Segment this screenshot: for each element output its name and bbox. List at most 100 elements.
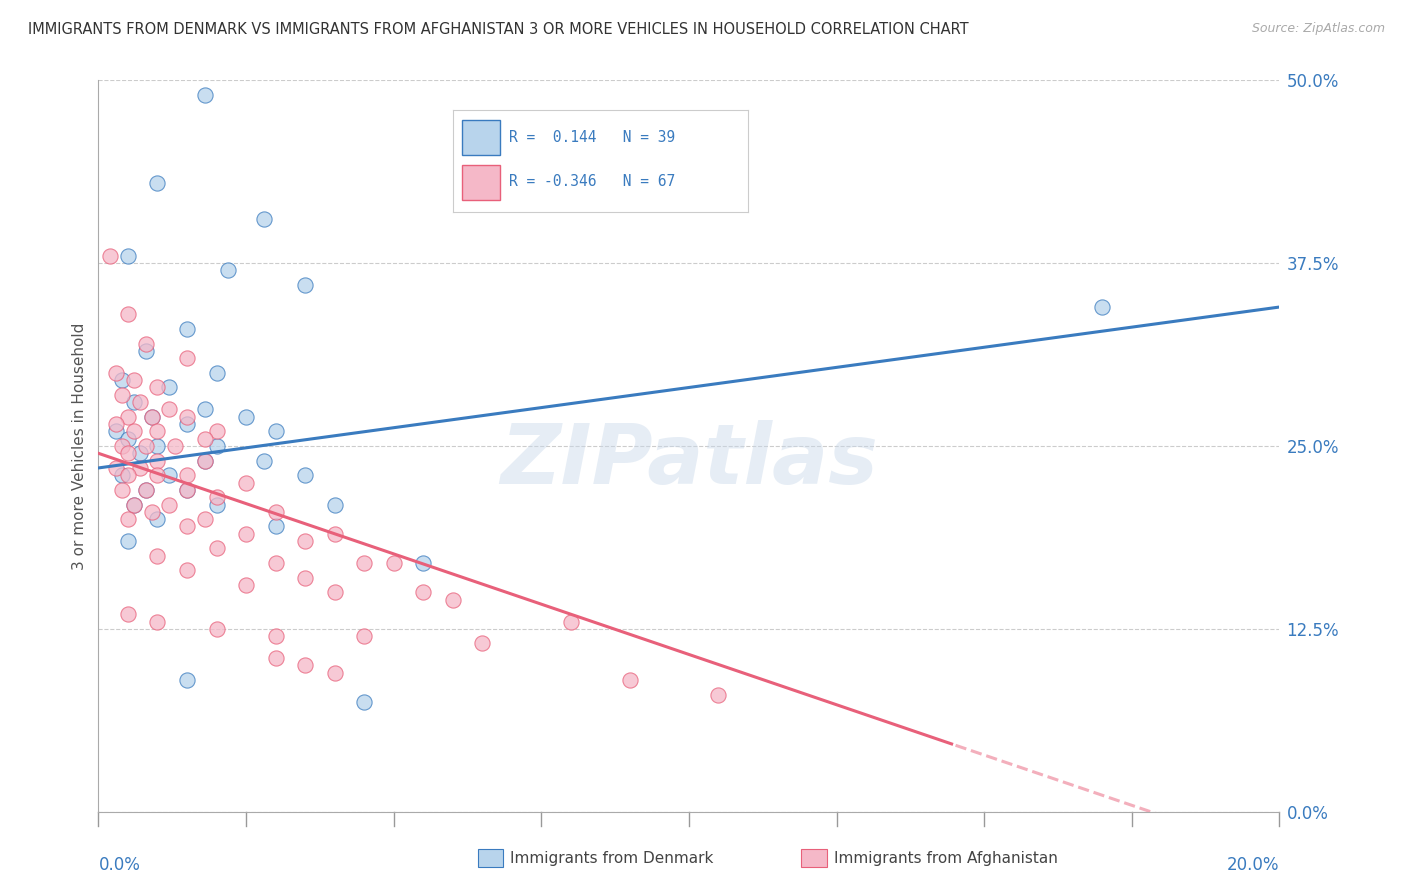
Y-axis label: 3 or more Vehicles in Household: 3 or more Vehicles in Household: [72, 322, 87, 570]
Point: [194, 87, 217, 102]
Point: [176, 417, 198, 431]
Point: [146, 176, 169, 190]
Text: Immigrants from Denmark: Immigrants from Denmark: [510, 851, 714, 865]
Point: [135, 483, 157, 497]
Text: Immigrants from Afghanistan: Immigrants from Afghanistan: [834, 851, 1057, 865]
Point: [111, 439, 134, 453]
Text: 20.0%: 20.0%: [1227, 855, 1279, 873]
Point: [157, 402, 180, 417]
Point: [111, 483, 134, 497]
Point: [205, 498, 228, 512]
Point: [294, 658, 316, 673]
Point: [117, 607, 139, 622]
Point: [157, 498, 180, 512]
Point: [323, 498, 346, 512]
Text: 0.0%: 0.0%: [98, 855, 141, 873]
Point: [264, 425, 287, 439]
Point: [294, 534, 316, 549]
Point: [323, 526, 346, 541]
Point: [441, 592, 464, 607]
Point: [105, 417, 128, 431]
Point: [176, 673, 198, 687]
Point: [117, 307, 139, 321]
Point: [353, 556, 375, 570]
Point: [135, 343, 157, 358]
Point: [194, 512, 217, 526]
Text: ZIPatlas: ZIPatlas: [501, 420, 877, 501]
Point: [205, 490, 228, 504]
Point: [264, 556, 287, 570]
Point: [217, 263, 239, 277]
Point: [117, 432, 139, 446]
Point: [294, 278, 316, 293]
Point: [194, 402, 217, 417]
Point: [412, 585, 434, 599]
Point: [146, 380, 169, 394]
Point: [111, 388, 134, 402]
Point: [117, 446, 139, 460]
Point: [353, 629, 375, 643]
Point: [253, 212, 276, 227]
Point: [323, 665, 346, 680]
Point: [619, 673, 641, 687]
Point: [194, 432, 217, 446]
Point: [176, 409, 198, 424]
Text: IMMIGRANTS FROM DENMARK VS IMMIGRANTS FROM AFGHANISTAN 3 OR MORE VEHICLES IN HOU: IMMIGRANTS FROM DENMARK VS IMMIGRANTS FR…: [28, 22, 969, 37]
Point: [146, 549, 169, 563]
Point: [122, 425, 145, 439]
Point: [235, 475, 257, 490]
Point: [205, 366, 228, 380]
Point: [264, 519, 287, 533]
Point: [135, 336, 157, 351]
Point: [128, 446, 150, 460]
Point: [205, 622, 228, 636]
Point: [412, 556, 434, 570]
Point: [235, 409, 257, 424]
Point: [471, 636, 494, 650]
Point: [117, 534, 139, 549]
Point: [176, 519, 198, 533]
Point: [105, 425, 128, 439]
Point: [98, 249, 121, 263]
Point: [141, 409, 163, 424]
Point: [157, 380, 180, 394]
Point: [176, 563, 198, 577]
Point: [135, 483, 157, 497]
Point: [176, 468, 198, 483]
Point: [382, 556, 405, 570]
Point: [294, 571, 316, 585]
Point: [264, 505, 287, 519]
Point: [117, 512, 139, 526]
Point: [117, 468, 139, 483]
Point: [128, 461, 150, 475]
Point: [194, 453, 217, 467]
Point: [560, 615, 582, 629]
Point: [146, 453, 169, 467]
Point: [146, 468, 169, 483]
Point: [253, 453, 276, 467]
Point: [235, 578, 257, 592]
Point: [141, 505, 163, 519]
Point: [176, 351, 198, 366]
Point: [122, 498, 145, 512]
Point: [205, 439, 228, 453]
Point: [146, 615, 169, 629]
Point: [157, 468, 180, 483]
Point: [1091, 300, 1114, 314]
Point: [105, 461, 128, 475]
Point: [122, 395, 145, 409]
Point: [294, 468, 316, 483]
Point: [176, 322, 198, 336]
Point: [117, 409, 139, 424]
Point: [105, 366, 128, 380]
Point: [235, 526, 257, 541]
Point: [264, 651, 287, 665]
Point: [205, 425, 228, 439]
Point: [176, 483, 198, 497]
Point: [194, 453, 217, 467]
Point: [135, 439, 157, 453]
Point: [111, 373, 134, 387]
Point: [122, 373, 145, 387]
Point: [707, 688, 730, 702]
Point: [122, 498, 145, 512]
